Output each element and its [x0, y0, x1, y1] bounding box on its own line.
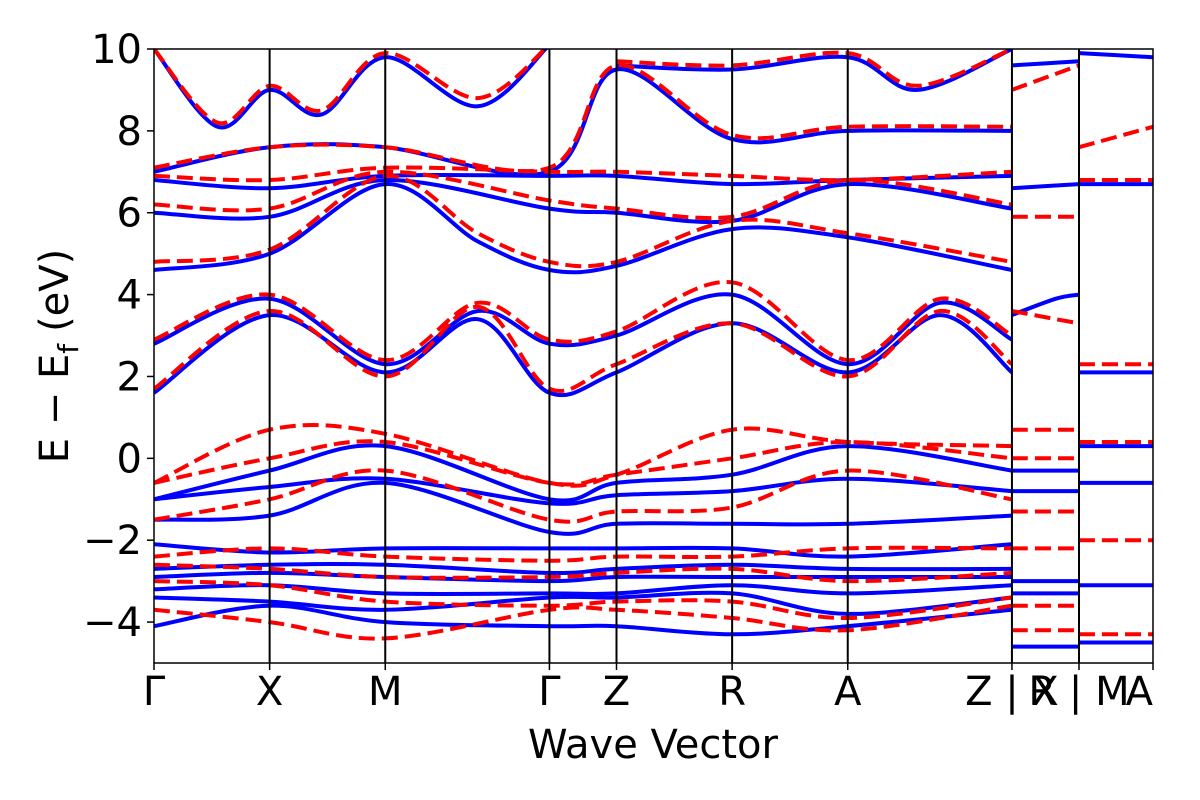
dashed-band-7: [154, 304, 1014, 393]
dashed-band-10: [154, 169, 1013, 221]
dashed-band-6: [154, 423, 1012, 488]
kpoint-lines: [268, 49, 1080, 663]
x-tick-label-7: Z | X: [965, 669, 1059, 715]
solid-band-24: [1011, 59, 1080, 68]
dashed-band-29: [1078, 124, 1153, 150]
dashed-band-21: [1011, 309, 1080, 326]
y-tick-label-1: −2: [83, 518, 142, 564]
solid-band-8: [154, 443, 1013, 503]
y-tick-label-0: −4: [83, 600, 142, 646]
y-tick-label-6: 8: [117, 109, 142, 155]
y-axis-ticks: −4 −2 0 2 4 6 8 10: [83, 27, 154, 646]
x-axis-label: Wave Vector: [528, 722, 779, 768]
plot-frame: [153, 48, 1154, 664]
x-tick-label-3: Γ: [538, 669, 561, 715]
x-tick-label-2: M: [368, 669, 403, 715]
dashed-band-12: [154, 63, 1012, 174]
x-tick-label-0: Γ: [143, 669, 166, 715]
y-tick-label-5: 6: [117, 191, 142, 237]
solid-band-1: [154, 590, 1013, 616]
solid-band-10: [154, 292, 1013, 367]
x-tick-label-5: R: [718, 669, 746, 715]
dashed-band-13: [154, 49, 548, 126]
y-tick-label-3: 2: [117, 354, 142, 400]
solid-band-15: [154, 49, 549, 130]
solid-band-6: [154, 480, 1013, 536]
dashed-band-4: [154, 468, 1013, 524]
x-tick-label-9: A: [1126, 669, 1154, 715]
solid-band-23: [1011, 182, 1080, 191]
solid-band-11: [154, 182, 1013, 275]
x-tick-label-6: A: [834, 669, 862, 715]
dashed-band-8: [154, 280, 1013, 363]
y-axis-label-subscript: f: [52, 343, 85, 354]
y-axis-label-unit: (eV): [32, 249, 78, 332]
y-axis-label: E − Ef (eV): [32, 249, 85, 464]
solid-band-31: [1078, 51, 1153, 60]
solid-band-0: [154, 603, 1013, 637]
x-tick-label-1: X: [256, 669, 283, 715]
y-tick-label-2: 0: [117, 436, 142, 482]
dashed-band-23: [1011, 63, 1080, 92]
y-tick-label-7: 10: [91, 27, 142, 73]
bands-layer: [154, 49, 1153, 649]
dashed-band-5: [154, 439, 1013, 487]
y-tick-label-4: 4: [117, 273, 142, 319]
x-tick-label-4: Z: [603, 669, 630, 715]
y-axis-label-main: E − E: [32, 354, 78, 464]
solid-band-14: [154, 67, 1012, 177]
x-tick-label-8: R | M: [1028, 669, 1129, 715]
